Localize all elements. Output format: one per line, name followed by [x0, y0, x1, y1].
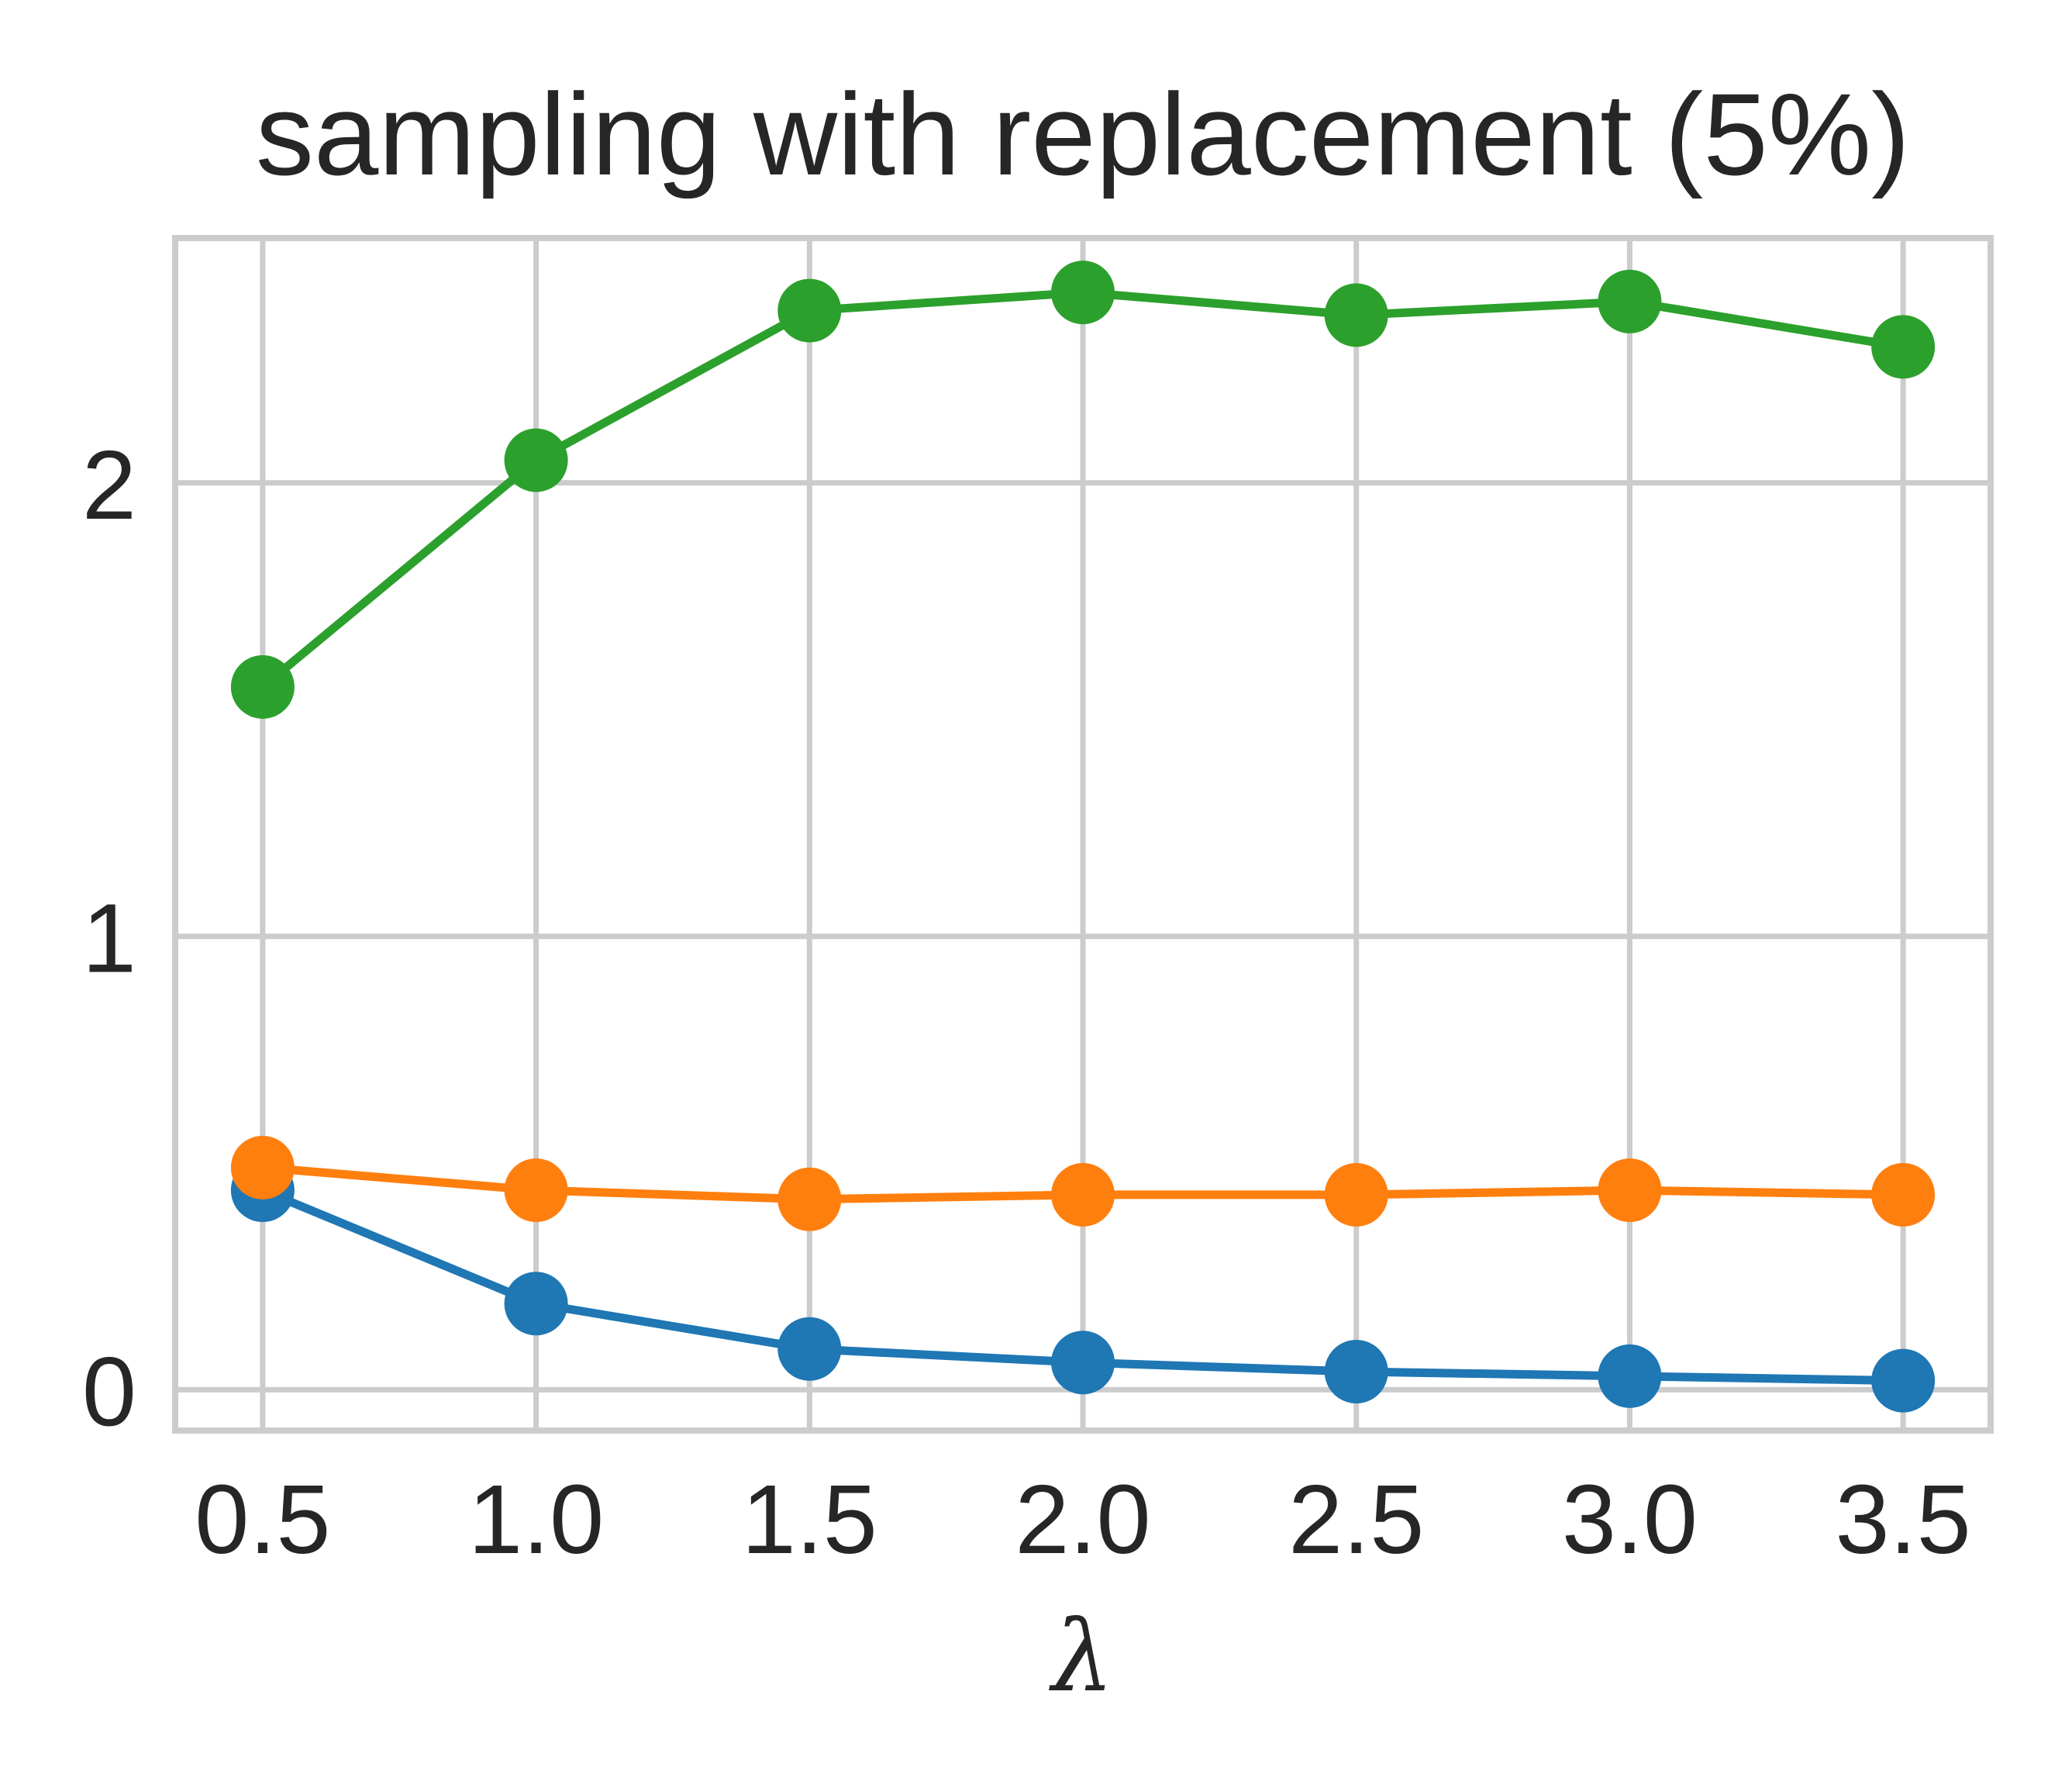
data-point — [1324, 1162, 1388, 1227]
data-point — [504, 1158, 568, 1223]
data-point — [1871, 1162, 1936, 1227]
data-point — [1871, 315, 1936, 379]
data-point — [1598, 269, 1662, 333]
data-point — [1324, 283, 1388, 347]
x-tick-label: 1.5 — [742, 1465, 877, 1574]
x-tick-labels: 0.5 1.0 1.5 2.0 2.5 3.0 3.5 — [195, 1465, 1970, 1574]
x-tick-label: 1.0 — [468, 1465, 604, 1574]
x-tick-label: 3.5 — [1836, 1465, 1971, 1574]
series-2 — [230, 261, 1936, 719]
data-point — [504, 1272, 568, 1336]
x-tick-label: 3.0 — [1562, 1465, 1698, 1574]
x-tick-label: 0.5 — [195, 1465, 330, 1574]
data-point — [1051, 261, 1115, 325]
x-tick-label: 2.0 — [1015, 1465, 1150, 1574]
data-point — [777, 278, 842, 343]
y-tick-labels: 0 1 2 — [82, 430, 136, 1447]
data-point — [1051, 1331, 1115, 1395]
data-point — [1324, 1339, 1388, 1403]
x-axis-label: λ — [1048, 1600, 1114, 1714]
data-point — [777, 1317, 842, 1381]
y-tick-label: 2 — [82, 430, 136, 540]
data-point — [1598, 1344, 1662, 1408]
plot-frame — [172, 235, 1994, 1434]
data-point — [777, 1167, 842, 1231]
data-point — [1871, 1348, 1936, 1413]
series-1 — [230, 1135, 1936, 1231]
y-tick-label: 1 — [82, 884, 136, 993]
data-point — [1051, 1162, 1115, 1227]
data-point — [230, 1135, 295, 1199]
y-tick-label: 0 — [82, 1337, 136, 1446]
chart-title: sampling with replacement (5%) — [256, 69, 1910, 199]
x-tick-label: 2.5 — [1288, 1465, 1424, 1574]
grid — [175, 238, 1991, 1431]
data-point — [230, 654, 295, 719]
data-point — [1598, 1158, 1662, 1223]
data-point — [504, 428, 568, 492]
series-group — [230, 261, 1936, 1413]
